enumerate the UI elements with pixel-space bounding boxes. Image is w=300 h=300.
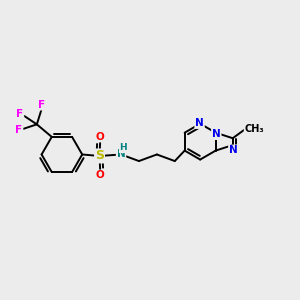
Text: S: S — [95, 149, 104, 163]
Text: H: H — [120, 143, 127, 152]
Text: N: N — [212, 129, 221, 139]
Text: O: O — [96, 170, 104, 180]
Text: F: F — [15, 125, 22, 135]
Text: F: F — [16, 110, 23, 119]
Text: F: F — [38, 100, 46, 110]
Text: N: N — [117, 149, 125, 160]
Text: N: N — [229, 146, 238, 155]
Text: CH₃: CH₃ — [244, 124, 264, 134]
Text: O: O — [96, 132, 104, 142]
Text: N: N — [195, 118, 204, 128]
